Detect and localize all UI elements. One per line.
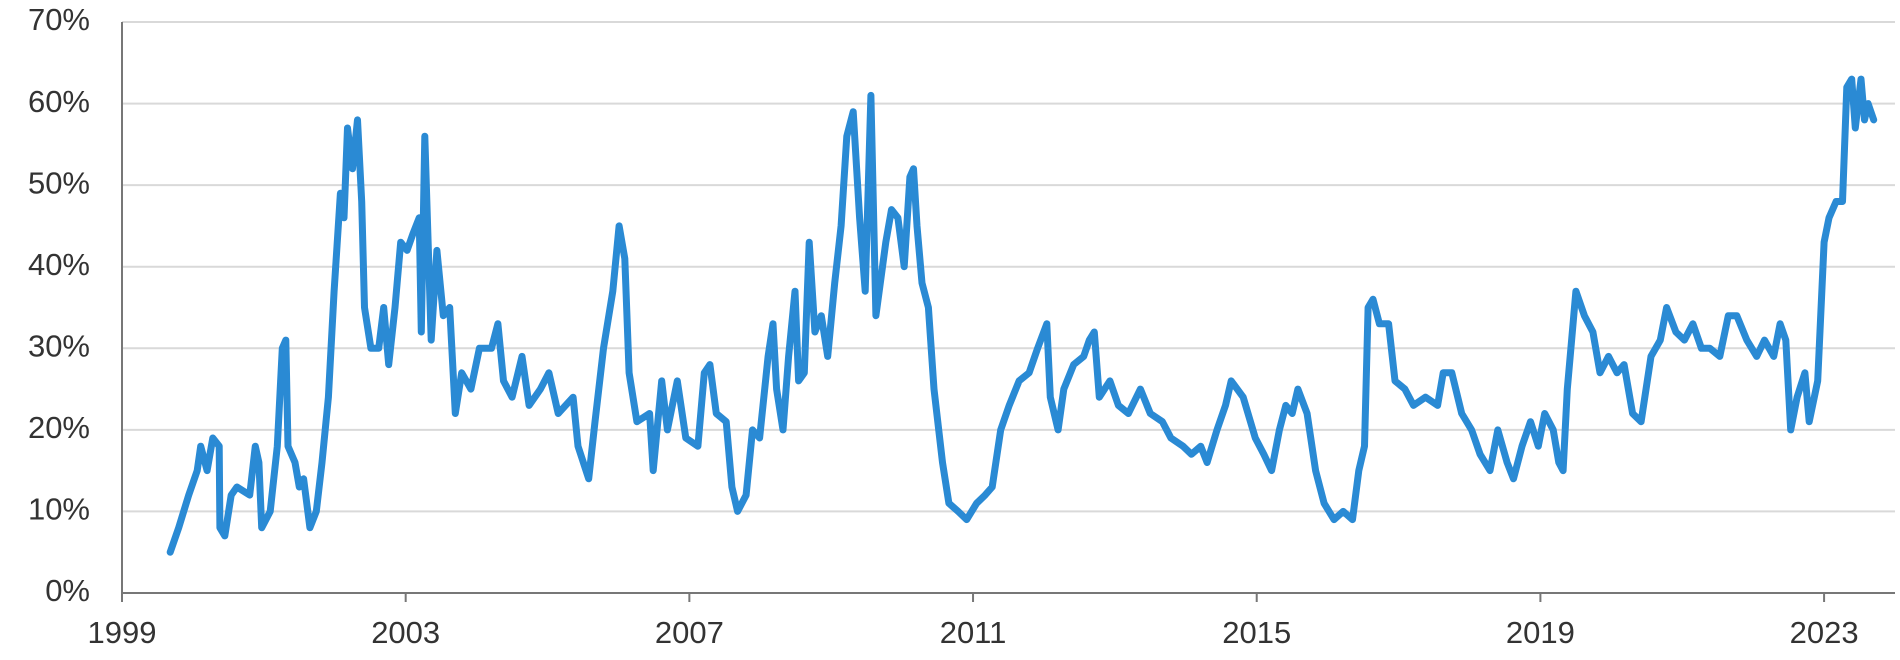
- y-tick-label: 70%: [28, 2, 90, 37]
- y-tick-label: 20%: [28, 410, 90, 445]
- y-tick-label: 40%: [28, 247, 90, 282]
- x-tick-label: 2003: [371, 615, 440, 650]
- x-tick-label: 2023: [1790, 615, 1859, 650]
- x-tick-label: 2007: [655, 615, 724, 650]
- x-tick-label: 2015: [1222, 615, 1291, 650]
- y-tick-label: 50%: [28, 165, 90, 200]
- y-tick-label: 60%: [28, 84, 90, 119]
- y-tick-label: 30%: [28, 328, 90, 363]
- data-line: [166, 75, 1878, 556]
- x-tick-label: 2019: [1506, 615, 1575, 650]
- x-tick-label: 1999: [88, 615, 157, 650]
- x-tick-label: 2011: [940, 615, 1007, 650]
- y-tick-label: 0%: [45, 573, 90, 608]
- y-tick-label: 10%: [28, 492, 90, 527]
